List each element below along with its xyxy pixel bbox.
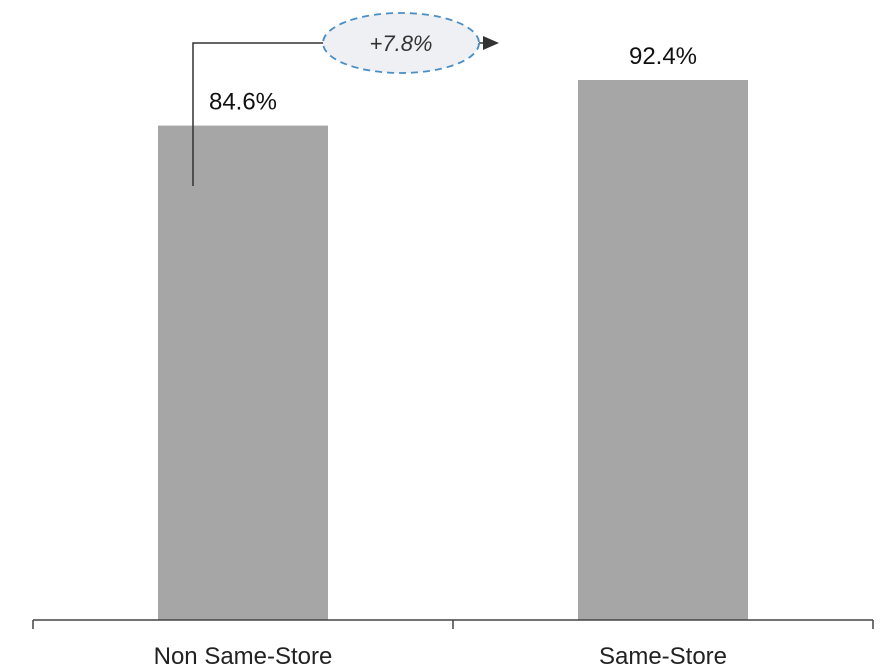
arrow-head-icon [483, 36, 499, 50]
value-label: 92.4% [629, 43, 697, 70]
bars [158, 80, 748, 621]
x-tick-label: Same-Store [599, 643, 727, 669]
difference-annotation: +7.8% [192, 12, 499, 186]
bar-same-store [578, 80, 748, 620]
x-axis [32, 619, 874, 629]
difference-label: +7.8% [370, 31, 433, 56]
value-label: 84.6% [209, 89, 277, 116]
bar-non-same-store [158, 125, 328, 621]
difference-bubble [322, 12, 480, 74]
value-labels: 84.6% 92.4% [209, 43, 697, 116]
tick-labels: Non Same-Store Same-Store [154, 643, 727, 669]
x-tick-label: Non Same-Store [154, 643, 333, 669]
